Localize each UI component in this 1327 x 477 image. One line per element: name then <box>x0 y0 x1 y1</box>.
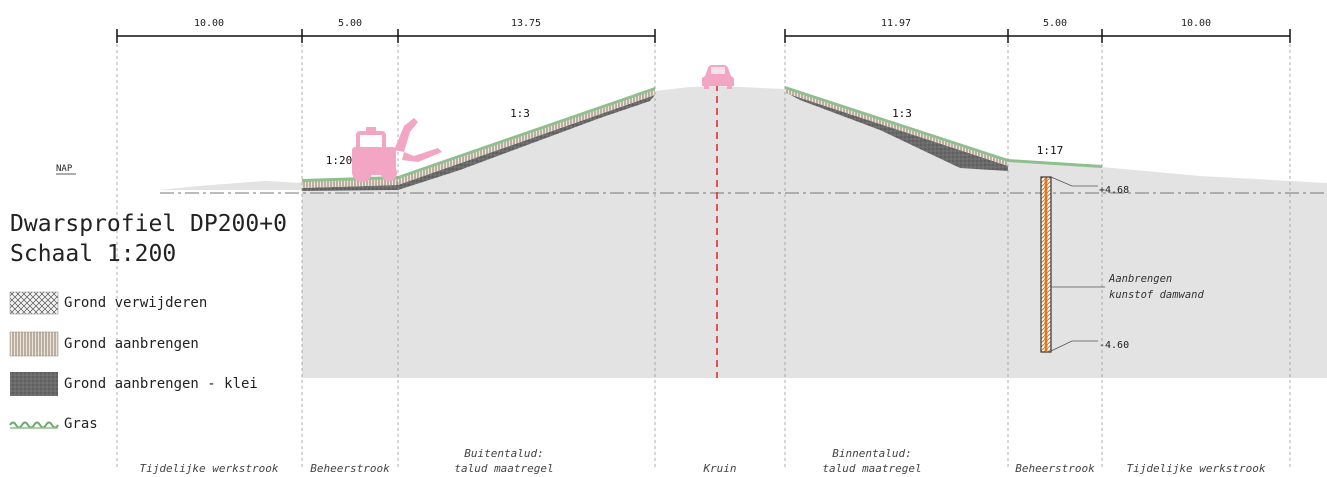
legend-swatch-green-wave <box>9 421 59 429</box>
legend-swatch-dark-gray <box>10 372 58 396</box>
top-level-leader <box>1050 176 1098 187</box>
legend-swatch-crosshatch <box>9 291 59 315</box>
zone-boundaries <box>116 38 1291 470</box>
zone-label: Tijdelijke werkstrook <box>139 462 278 475</box>
pile-label-line2: kunstof damwand <box>1109 289 1205 301</box>
dimension-label: 13.75 <box>511 18 541 29</box>
pile-label-line1: Aanbrengen <box>1108 273 1172 285</box>
slope-label: 1:20 <box>326 154 353 167</box>
dimension-label: 5.00 <box>338 18 362 29</box>
dimension-label: 11.97 <box>881 18 911 29</box>
zone-label: talud maatregel <box>454 462 553 475</box>
excavator-icon <box>352 118 442 182</box>
car-icon <box>702 65 734 89</box>
zone-label: Beheerstrook <box>1015 462 1095 475</box>
legend-swatch-vertical-stripes <box>9 331 59 357</box>
inner-slope-clay-layer <box>785 92 1008 171</box>
dike-ground-profile <box>160 86 1327 378</box>
slope-label: 1:3 <box>892 107 912 120</box>
bottom-level-leader <box>1050 340 1098 352</box>
legend-label: Gras <box>64 416 98 432</box>
legend: Grond verwijderen Grond aanbrengen Grond… <box>9 291 258 432</box>
left-ground-wedge <box>160 181 302 190</box>
dimension-label: 5.00 <box>1043 18 1067 29</box>
top-level-label: +4.68 <box>1099 185 1129 196</box>
diagram-title: Dwarsprofiel DP200+0 <box>10 211 287 237</box>
zone-label: Kruin <box>702 462 736 475</box>
zone-label: talud maatregel <box>822 462 921 475</box>
zone-label: Beheerstrook <box>310 462 390 475</box>
dimension-label: 10.00 <box>1181 18 1211 29</box>
legend-label: Grond aanbrengen - klei <box>64 376 258 392</box>
zone-label-line1: Buitentalud: <box>464 447 543 460</box>
nap-label: NAP <box>56 164 73 174</box>
dimension-label: 10.00 <box>194 18 224 29</box>
zone-label-line1: Binnentalud: <box>832 447 911 460</box>
slope-label: 1:3 <box>510 107 530 120</box>
zone-label: Tijdelijke werkstrook <box>1126 462 1265 475</box>
legend-label: Grond verwijderen <box>64 295 207 311</box>
inner-slope-fill-layer <box>785 88 1008 166</box>
bottom-level-label: -4.60 <box>1099 340 1129 351</box>
legend-label: Grond aanbrengen <box>64 336 199 352</box>
dimension-lines <box>116 29 1291 43</box>
slope-label: 1:17 <box>1037 144 1064 157</box>
diagram-scale: Schaal 1:200 <box>10 241 176 267</box>
